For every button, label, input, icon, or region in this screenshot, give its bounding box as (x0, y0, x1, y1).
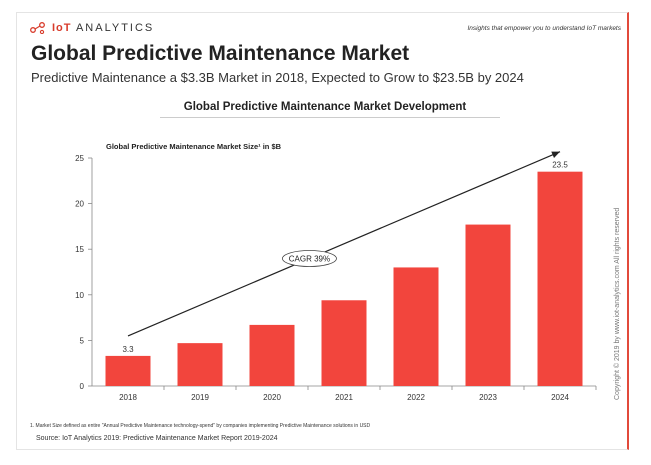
bar-2021 (321, 300, 367, 386)
data-label-2024: 23.5 (552, 161, 568, 170)
brand-prefix: IoT (52, 22, 72, 34)
source-note: Source: IoT Analytics 2019: Predictive M… (36, 435, 278, 442)
x-tick-label: 2024 (551, 393, 569, 402)
chart-title: Global Predictive Maintenance Market Siz… (106, 142, 282, 151)
tagline: Insights that empower you to understand … (467, 25, 621, 32)
bar-2019 (177, 343, 223, 386)
cagr-label: CAGR 39% (289, 255, 330, 264)
footnote: 1. Market Size defined as entire "Annual… (30, 423, 371, 429)
y-tick-label: 20 (75, 200, 84, 209)
page-title: Global Predictive Maintenance Market (31, 42, 410, 65)
bar-2023 (465, 224, 511, 386)
brand-suffix: ANALYTICS (75, 22, 155, 34)
x-tick-label: 2018 (119, 393, 137, 402)
x-tick-label: 2021 (335, 393, 353, 402)
brand-name: IoT ANALYTICS (52, 22, 154, 34)
y-tick-label: 0 (80, 382, 85, 391)
growth-arrow-line (127, 151, 561, 337)
brand-logo: IoT ANALYTICS (30, 22, 154, 34)
bar-2020 (249, 324, 295, 386)
data-label-2018: 3.3 (122, 345, 134, 354)
x-tick-label: 2020 (263, 393, 281, 402)
bar-2022 (393, 267, 439, 386)
page-subtitle: Predictive Maintenance a $3.3B Market in… (31, 70, 524, 85)
y-tick-label: 15 (75, 245, 84, 254)
y-tick-label: 10 (75, 291, 84, 300)
cagr-bubble (282, 250, 337, 267)
x-tick-label: 2019 (191, 393, 209, 402)
y-tick-label: 5 (80, 336, 85, 345)
x-tick-label: 2022 (407, 393, 425, 402)
network-icon (30, 22, 45, 34)
bar-2024 (537, 171, 583, 386)
copyright-note: Copyright © 2019 by www.iot-analytics.co… (614, 207, 621, 400)
bar-2018 (105, 355, 151, 386)
y-tick-label: 25 (75, 154, 84, 163)
growth-arrow-head (551, 151, 560, 159)
x-tick-label: 2023 (479, 393, 497, 402)
heading-rule (160, 117, 500, 118)
chart-heading: Global Predictive Maintenance Market Dev… (183, 101, 467, 113)
